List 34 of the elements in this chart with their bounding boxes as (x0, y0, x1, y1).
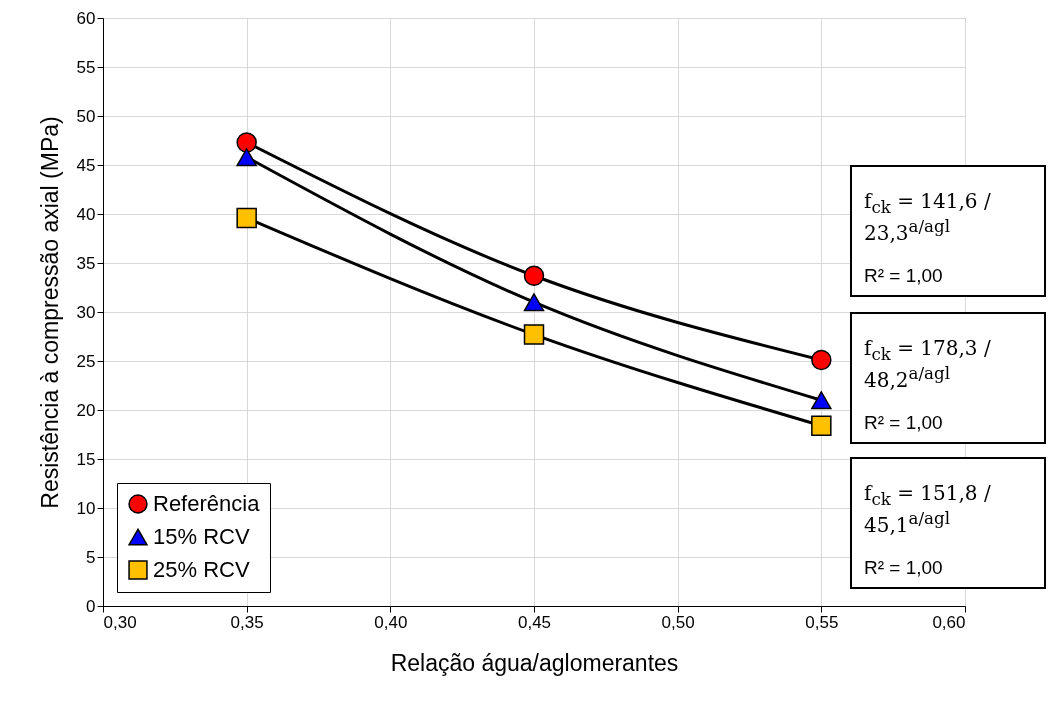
y-tick-label: 50 (76, 106, 96, 126)
x-tick-label: 0,45 (517, 612, 552, 632)
equation-box: f$_{ck}$ = 141,6 / 23,3$^{a/agl}$ R² = 1,00 (850, 165, 1046, 297)
annotation: f$_{ck}$ = 151,8 / 45,1$^{a/agl}$ (864, 481, 992, 537)
annotation: R² = 1,00 (864, 265, 943, 287)
x-tick-label: 0,60 (932, 612, 966, 632)
annotation: R² = 1,00 (864, 412, 943, 434)
y-tick-label: 20 (76, 400, 96, 420)
y-tick-label: 0 (86, 596, 96, 616)
equation-box: f$_{ck}$ = 151,8 / 45,1$^{a/agl}$ R² = 1,00 (850, 457, 1046, 589)
y-tick-label: 40 (76, 204, 96, 224)
x-tick-label: 0,40 (374, 612, 408, 632)
x-tick-label: 0,55 (805, 612, 839, 632)
y-tick-label: 30 (76, 302, 96, 322)
annotation: f$_{ck}$ = 178,3 / 48,2$^{a/agl}$ (864, 336, 992, 392)
x-tick-label: 0,35 (230, 612, 264, 632)
annotation: f$_{ck}$ = 141,6 / 23,3$^{a/agl}$ (864, 189, 992, 245)
legend-label: 25% RCV (153, 557, 250, 582)
y-tick-label: 55 (76, 57, 96, 77)
equation-box: f$_{ck}$ = 178,3 / 48,2$^{a/agl}$ R² = 1,00 (850, 312, 1046, 444)
y-tick-label: 5 (86, 547, 96, 567)
x-tick-label: 0,30 (103, 612, 137, 632)
y-tick-label: 25 (76, 351, 96, 371)
y-tick-label: 35 (76, 253, 96, 273)
legend-label: 15% RCV (153, 524, 250, 549)
annotation: R² = 1,00 (864, 557, 943, 579)
y-tick-label: 15 (76, 449, 96, 469)
x-axis-title: Relação água/aglomerantes (390, 649, 679, 676)
y-tick-label: 10 (76, 498, 96, 518)
y-tick-label: 45 (76, 155, 96, 175)
y-tick-label: 60 (76, 8, 96, 28)
legend-label: Referência (153, 491, 261, 516)
x-tick-label: 0,50 (661, 612, 695, 632)
y-axis-title: Resistência à compressão axial (MPa) (36, 116, 63, 509)
